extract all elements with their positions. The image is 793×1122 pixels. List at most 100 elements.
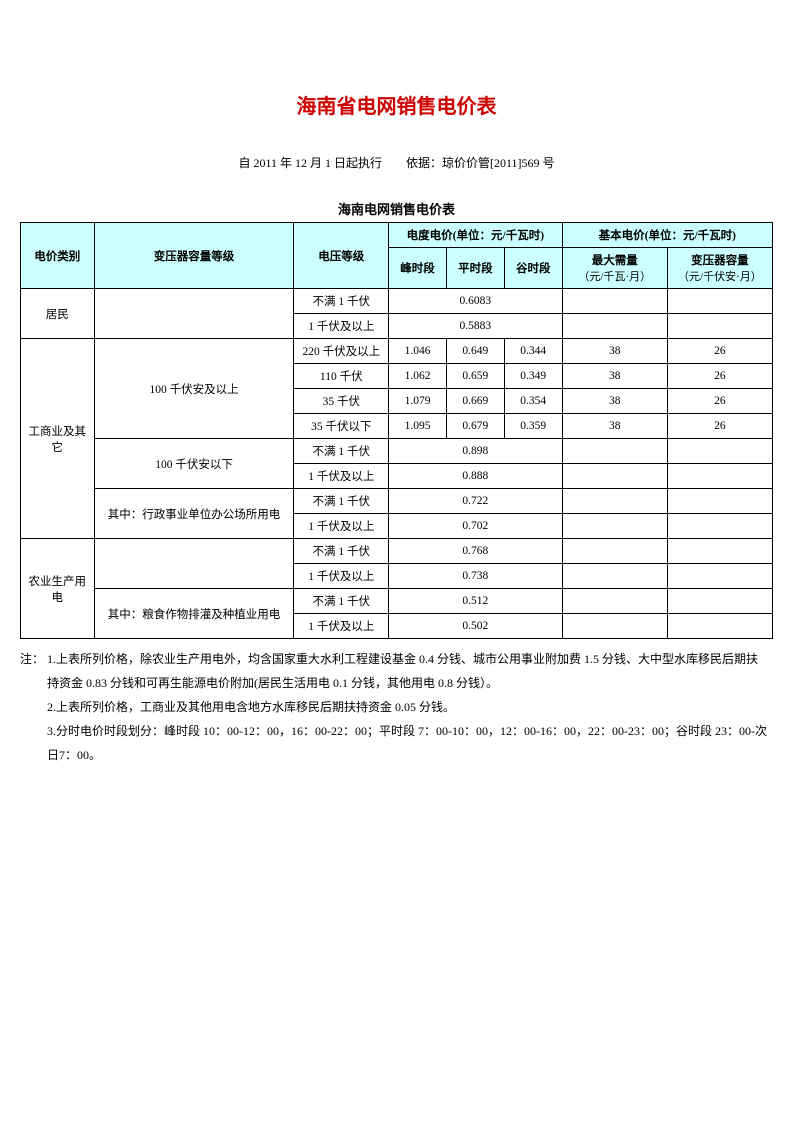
cell-flat: 0.5883 bbox=[389, 314, 563, 339]
notes-label: 注： bbox=[20, 647, 44, 671]
cell-flat: 0.512 bbox=[389, 589, 563, 614]
cell-peak: 1.079 bbox=[389, 389, 447, 414]
cell-max bbox=[562, 614, 667, 639]
cell-max: 38 bbox=[562, 414, 667, 439]
cell-cap bbox=[667, 464, 772, 489]
th-peak: 峰时段 bbox=[389, 248, 447, 289]
cell-max: 38 bbox=[562, 339, 667, 364]
cell-transformer bbox=[94, 289, 294, 339]
cell-valley: 0.359 bbox=[504, 414, 562, 439]
cell-peak: 1.062 bbox=[389, 364, 447, 389]
th-capacity: 变压器容量 （元/千伏安·月） bbox=[667, 248, 772, 289]
cell-cap: 26 bbox=[667, 389, 772, 414]
cell-voltage: 不满 1 千伏 bbox=[294, 489, 389, 514]
subtitle: 自 2011 年 12 月 1 日起执行 依据：琼价价管[2011]569 号 bbox=[20, 154, 773, 171]
cell-category: 居民 bbox=[21, 289, 95, 339]
th-voltage: 电压等级 bbox=[294, 223, 389, 289]
cell-cap: 26 bbox=[667, 364, 772, 389]
note-item: 3.分时电价时段划分：峰时段 10：00-12：00，16：00-22：00；平… bbox=[47, 719, 767, 767]
cell-max bbox=[562, 564, 667, 589]
cell-flat: 0.649 bbox=[446, 339, 504, 364]
th-max-demand-unit: （元/千瓦·月） bbox=[565, 268, 665, 284]
note-item: 2.上表所列价格，工商业及其他用电含地方水库移民后期扶持资金 0.05 分钱。 bbox=[47, 695, 767, 719]
cell-cap bbox=[667, 564, 772, 589]
table-row: 工商业及其它 100 千伏安及以上 220 千伏及以上 1.046 0.649 … bbox=[21, 339, 773, 364]
th-capacity-unit: （元/千伏安·月） bbox=[670, 268, 770, 284]
cell-flat: 0.768 bbox=[389, 539, 563, 564]
page-title: 海南省电网销售电价表 bbox=[20, 90, 773, 119]
cell-flat: 0.722 bbox=[389, 489, 563, 514]
cell-transformer bbox=[94, 539, 294, 589]
cell-max bbox=[562, 514, 667, 539]
table-row: 其中：粮食作物排灌及种植业用电 不满 1 千伏 0.512 bbox=[21, 589, 773, 614]
cell-voltage: 1 千伏及以上 bbox=[294, 514, 389, 539]
cell-max bbox=[562, 589, 667, 614]
cell-flat: 0.669 bbox=[446, 389, 504, 414]
cell-voltage: 1 千伏及以上 bbox=[294, 614, 389, 639]
cell-cap bbox=[667, 489, 772, 514]
cell-category: 工商业及其它 bbox=[21, 339, 95, 539]
th-category: 电价类别 bbox=[21, 223, 95, 289]
th-transformer: 变压器容量等级 bbox=[94, 223, 294, 289]
price-table: 电价类别 变压器容量等级 电压等级 电度电价(单位：元/千瓦时) 基本电价(单位… bbox=[20, 222, 773, 639]
cell-flat: 0.888 bbox=[389, 464, 563, 489]
cell-voltage: 不满 1 千伏 bbox=[294, 439, 389, 464]
cell-cap bbox=[667, 514, 772, 539]
cell-max bbox=[562, 314, 667, 339]
cell-voltage: 不满 1 千伏 bbox=[294, 289, 389, 314]
cell-flat: 0.679 bbox=[446, 414, 504, 439]
cell-max: 38 bbox=[562, 364, 667, 389]
cell-max bbox=[562, 539, 667, 564]
cell-cap bbox=[667, 589, 772, 614]
cell-valley: 0.344 bbox=[504, 339, 562, 364]
cell-transformer: 100 千伏安及以上 bbox=[94, 339, 294, 439]
cell-max bbox=[562, 439, 667, 464]
cell-peak: 1.095 bbox=[389, 414, 447, 439]
cell-cap bbox=[667, 539, 772, 564]
cell-cap bbox=[667, 314, 772, 339]
cell-flat: 0.738 bbox=[389, 564, 563, 589]
th-basic-group: 基本电价(单位：元/千瓦时) bbox=[562, 223, 772, 248]
notes-block: 注： 1.上表所列价格，除农业生产用电外，均含国家重大水利工程建设基金 0.4 … bbox=[20, 647, 773, 767]
note-item: 1.上表所列价格，除农业生产用电外，均含国家重大水利工程建设基金 0.4 分钱、… bbox=[47, 647, 767, 695]
cell-valley: 0.349 bbox=[504, 364, 562, 389]
cell-max bbox=[562, 464, 667, 489]
cell-flat: 0.702 bbox=[389, 514, 563, 539]
th-valley: 谷时段 bbox=[504, 248, 562, 289]
cell-transformer: 其中：粮食作物排灌及种植业用电 bbox=[94, 589, 294, 639]
cell-voltage: 35 千伏 bbox=[294, 389, 389, 414]
cell-cap bbox=[667, 289, 772, 314]
cell-category: 农业生产用电 bbox=[21, 539, 95, 639]
th-max-demand-label: 最大需量 bbox=[565, 252, 665, 268]
cell-max bbox=[562, 289, 667, 314]
cell-voltage: 220 千伏及以上 bbox=[294, 339, 389, 364]
cell-flat: 0.659 bbox=[446, 364, 504, 389]
cell-voltage: 1 千伏及以上 bbox=[294, 314, 389, 339]
cell-voltage: 1 千伏及以上 bbox=[294, 564, 389, 589]
cell-flat: 0.6083 bbox=[389, 289, 563, 314]
cell-cap bbox=[667, 439, 772, 464]
cell-max: 38 bbox=[562, 389, 667, 414]
cell-cap bbox=[667, 614, 772, 639]
cell-flat: 0.898 bbox=[389, 439, 563, 464]
table-caption: 海南电网销售电价表 bbox=[20, 199, 773, 218]
cell-transformer: 其中：行政事业单位办公场所用电 bbox=[94, 489, 294, 539]
th-max-demand: 最大需量 （元/千瓦·月） bbox=[562, 248, 667, 289]
cell-voltage: 1 千伏及以上 bbox=[294, 464, 389, 489]
th-capacity-label: 变压器容量 bbox=[670, 252, 770, 268]
table-row: 居民 不满 1 千伏 0.6083 bbox=[21, 289, 773, 314]
table-row: 100 千伏安以下 不满 1 千伏 0.898 bbox=[21, 439, 773, 464]
cell-peak: 1.046 bbox=[389, 339, 447, 364]
cell-cap: 26 bbox=[667, 339, 772, 364]
table-row: 农业生产用电 不满 1 千伏 0.768 bbox=[21, 539, 773, 564]
cell-voltage: 35 千伏以下 bbox=[294, 414, 389, 439]
cell-transformer: 100 千伏安以下 bbox=[94, 439, 294, 489]
cell-flat: 0.502 bbox=[389, 614, 563, 639]
cell-max bbox=[562, 489, 667, 514]
th-energy-group: 电度电价(单位：元/千瓦时) bbox=[389, 223, 563, 248]
table-row: 其中：行政事业单位办公场所用电 不满 1 千伏 0.722 bbox=[21, 489, 773, 514]
cell-voltage: 不满 1 千伏 bbox=[294, 589, 389, 614]
cell-valley: 0.354 bbox=[504, 389, 562, 414]
cell-voltage: 不满 1 千伏 bbox=[294, 539, 389, 564]
th-flat: 平时段 bbox=[446, 248, 504, 289]
